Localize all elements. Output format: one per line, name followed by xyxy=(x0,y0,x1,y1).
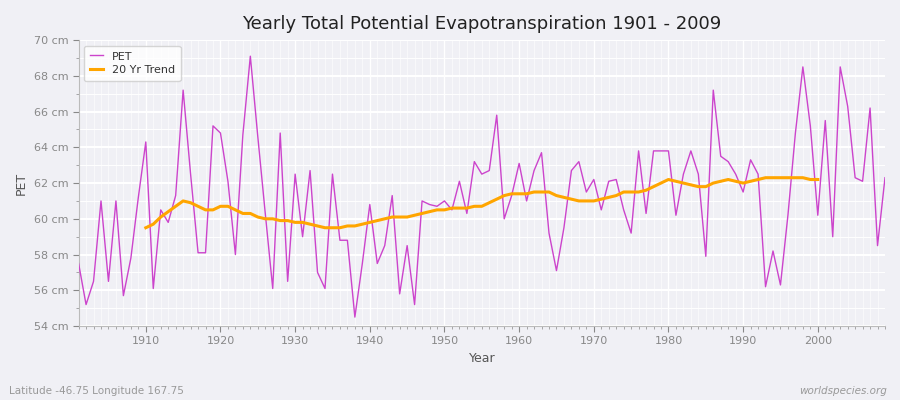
Line: PET: PET xyxy=(78,56,885,317)
PET xyxy=(618,208,629,212)
Y-axis label: PET: PET xyxy=(15,172,28,195)
Title: Yearly Total Potential Evapotranspiration 1901 - 2009: Yearly Total Potential Evapotranspiratio… xyxy=(242,15,722,33)
20 Yr Trend xyxy=(140,225,151,230)
20 Yr Trend xyxy=(813,177,824,182)
Text: Latitude -46.75 Longitude 167.75: Latitude -46.75 Longitude 167.75 xyxy=(9,386,184,396)
PET xyxy=(133,195,144,200)
Legend: PET, 20 Yr Trend: PET, 20 Yr Trend xyxy=(85,46,181,81)
20 Yr Trend xyxy=(797,175,808,180)
PET xyxy=(528,168,539,173)
20 Yr Trend xyxy=(222,204,233,209)
Text: worldspecies.org: worldspecies.org xyxy=(798,386,886,396)
20 Yr Trend xyxy=(312,224,323,228)
PET xyxy=(349,315,360,320)
PET xyxy=(357,261,368,266)
20 Yr Trend xyxy=(708,181,719,186)
Line: 20 Yr Trend: 20 Yr Trend xyxy=(146,178,818,228)
20 Yr Trend xyxy=(297,220,308,225)
PET xyxy=(879,175,890,180)
20 Yr Trend xyxy=(805,177,815,182)
X-axis label: Year: Year xyxy=(469,352,495,365)
PET xyxy=(521,198,532,203)
PET xyxy=(245,54,256,58)
PET xyxy=(73,261,84,266)
20 Yr Trend xyxy=(760,175,771,180)
PET xyxy=(305,168,316,173)
